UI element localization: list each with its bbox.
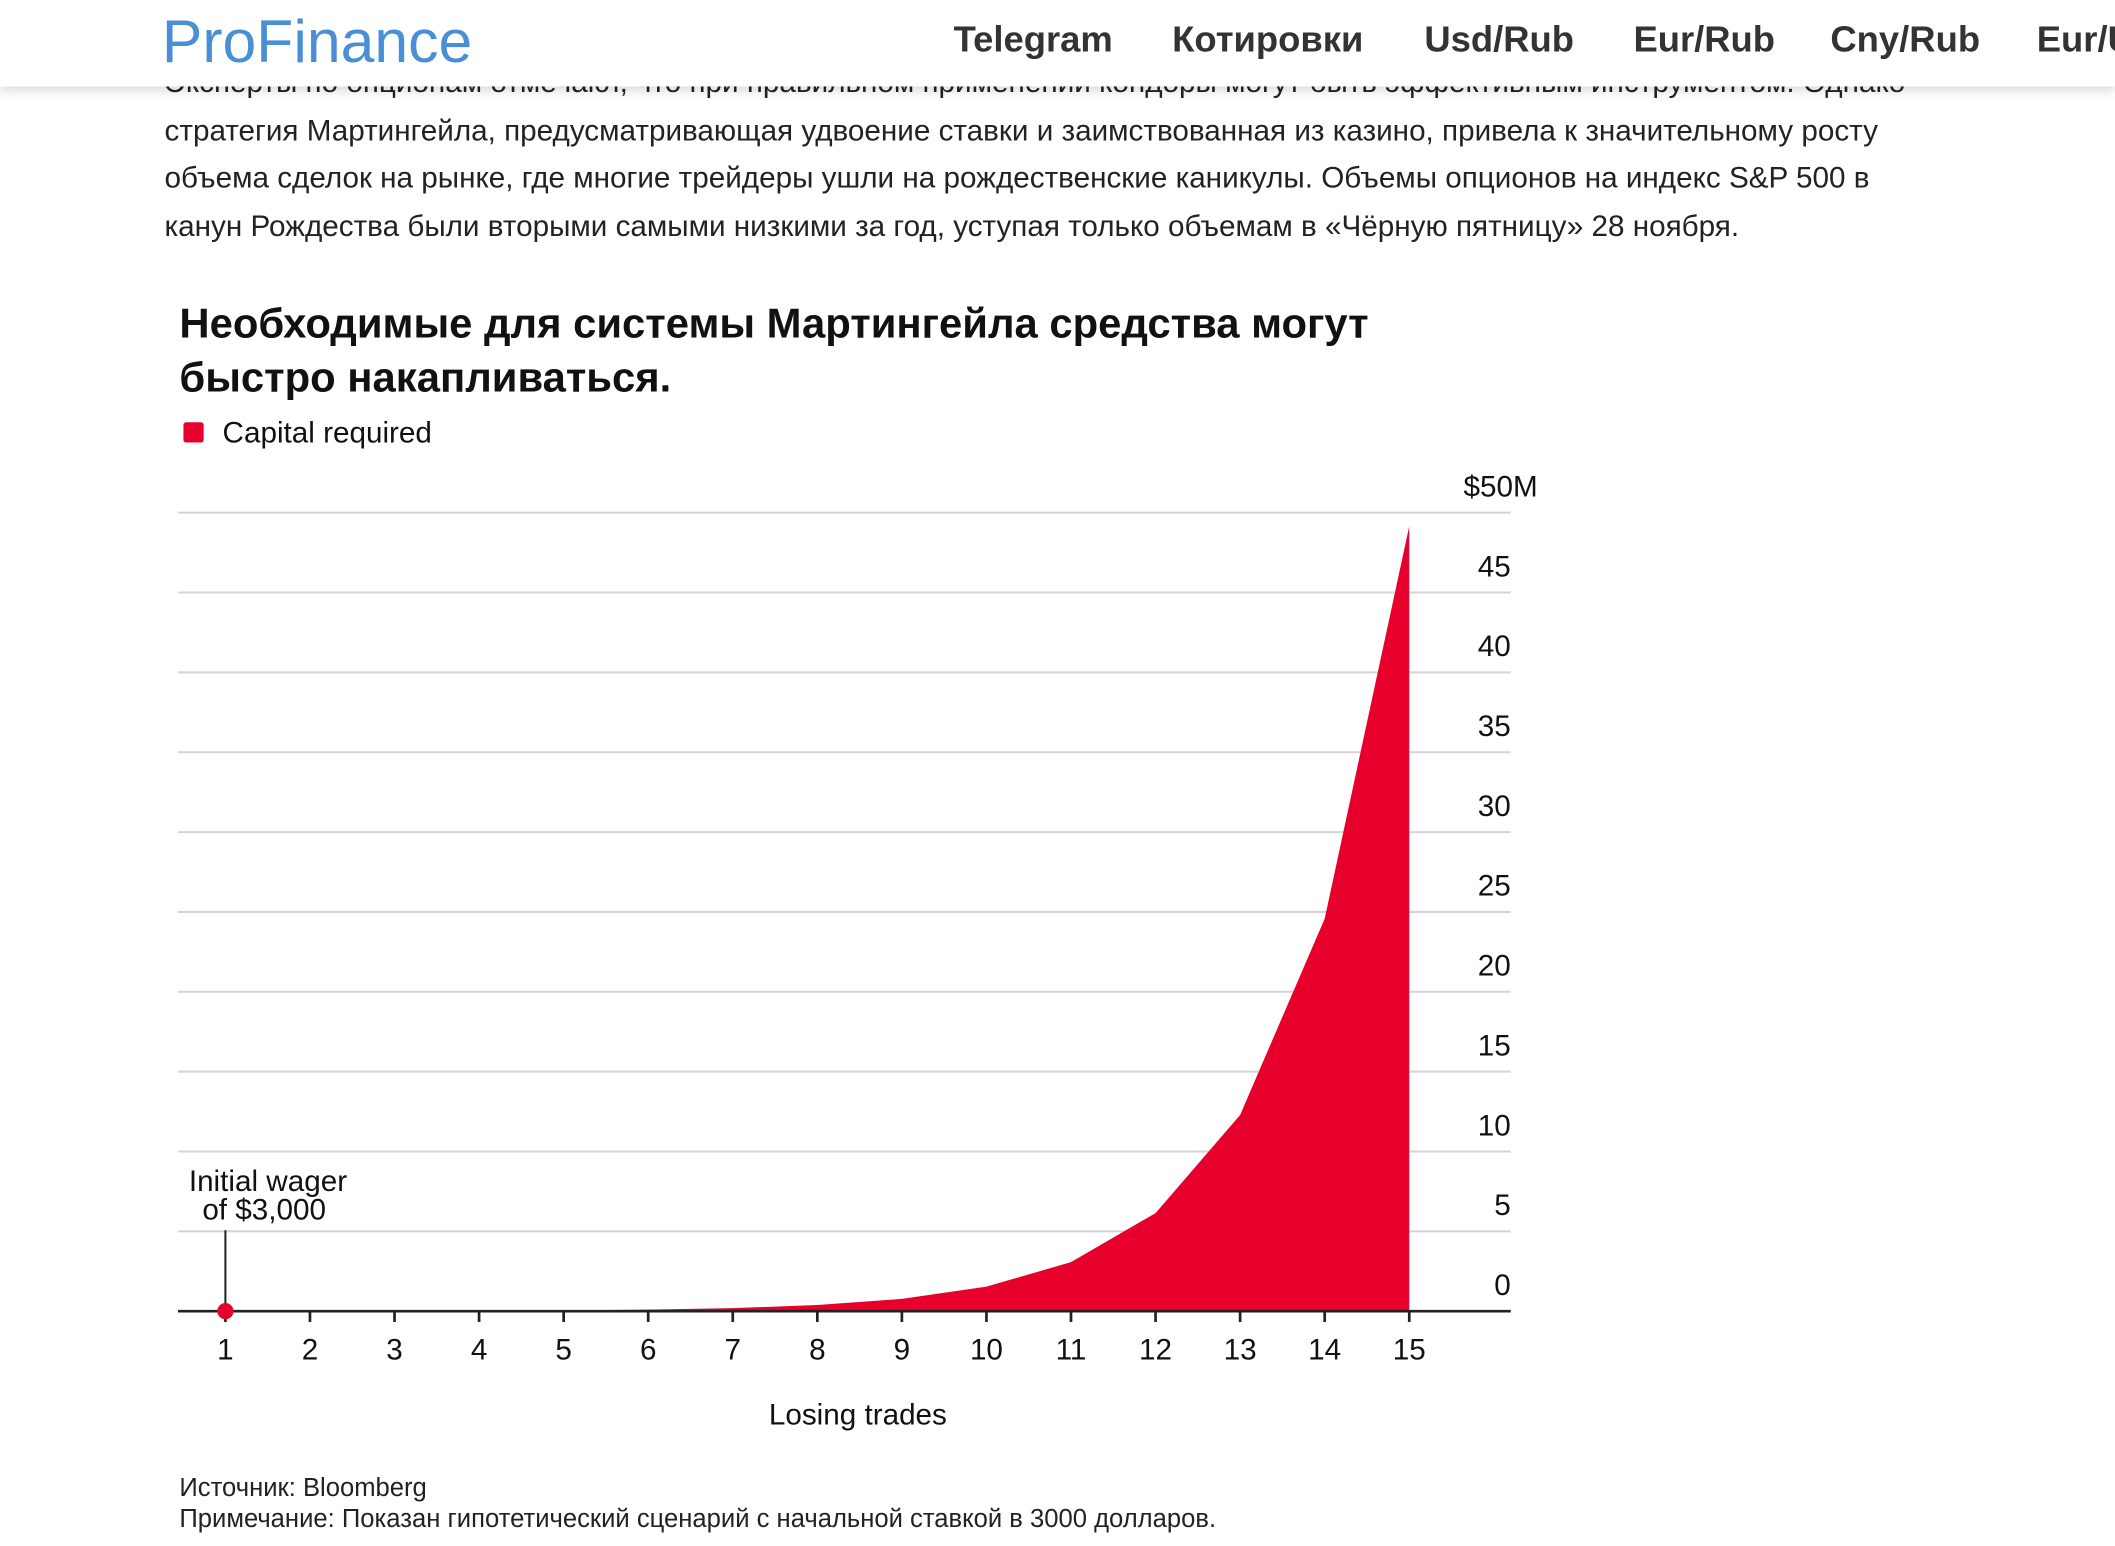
chart-title: быстро накапливаться. (179, 353, 671, 400)
x-tick-label: 9 (894, 1334, 910, 1367)
x-tick-label: 14 (1308, 1334, 1341, 1367)
nav-link[interactable]: Cny/Rub (1830, 18, 1980, 59)
x-tick-label: 8 (809, 1334, 826, 1367)
source: Источник: Bloomberg (179, 1474, 426, 1502)
chart-title: Необходимые для системы Мартингейла сред… (179, 299, 1368, 346)
y-tick-label: 15 (1478, 1029, 1511, 1062)
paragraph-line: объема сделок на рынке, где многие трейд… (165, 162, 1870, 195)
y-tick-label: 35 (1478, 710, 1511, 743)
x-tick-label: 10 (970, 1334, 1003, 1367)
area (225, 526, 1410, 1312)
logo[interactable]: ProFinance (162, 7, 472, 75)
y-tick-label: 30 (1478, 790, 1511, 823)
x-tick-label: 13 (1224, 1334, 1257, 1367)
y-tick-label: 25 (1478, 870, 1511, 903)
nav-link[interactable]: Usd/Rub (1424, 18, 1574, 59)
x-tick-label: 4 (471, 1334, 488, 1367)
x-tick-label: 2 (302, 1334, 319, 1367)
y-tick-label: 45 (1478, 550, 1511, 583)
paragraph-line: стратегия Мартингейла, предусматривающая… (165, 114, 1879, 147)
nav-link[interactable]: Eur/Rub (1633, 18, 1775, 59)
note: Примечание: Показан гипотетический сцена… (179, 1505, 1216, 1533)
annotation: of $3,000 (202, 1193, 326, 1226)
y-tick-label: 40 (1478, 630, 1511, 663)
x-tick-label: 5 (555, 1334, 572, 1367)
x-axis-label: Losing trades (769, 1398, 947, 1431)
y-tick-label: 10 (1478, 1109, 1511, 1142)
navbar-bg (0, 0, 2115, 87)
y-tick-label: $50M (1464, 470, 1538, 503)
initial-point (217, 1303, 234, 1320)
navbar: ProFinance Telegram Котировки Usd/Rub Eur/R… (0, 0, 2115, 87)
article: Эксперты по опционам отмечают, что при п… (165, 66, 1906, 243)
x-tick-label: 15 (1393, 1334, 1426, 1367)
paragraph-line: канун Рождества были вторыми самыми низк… (165, 210, 1740, 243)
x-tick-label: 12 (1139, 1334, 1172, 1367)
x-tick-label: 1 (217, 1334, 234, 1367)
y-tick-label: 0 (1494, 1269, 1511, 1302)
legend-swatch (183, 422, 204, 443)
y-tick-label: 20 (1478, 950, 1511, 983)
chart: Необходимые для системы Мартингейла сред… (178, 299, 1538, 1533)
x-tick-label: 11 (1056, 1334, 1087, 1367)
x-tick-label: 3 (386, 1334, 403, 1367)
x-tick-label: 7 (725, 1334, 742, 1367)
nav-link[interactable]: Telegram (954, 18, 1113, 59)
y-tick-label: 5 (1494, 1189, 1511, 1222)
annotation: Initial wager (189, 1165, 347, 1198)
nav-link[interactable]: Котировки (1172, 18, 1363, 59)
nav-link[interactable]: Eur/Usd (2037, 18, 2115, 59)
x-tick-label: 6 (640, 1334, 657, 1367)
legend-label: Capital required (223, 417, 432, 450)
